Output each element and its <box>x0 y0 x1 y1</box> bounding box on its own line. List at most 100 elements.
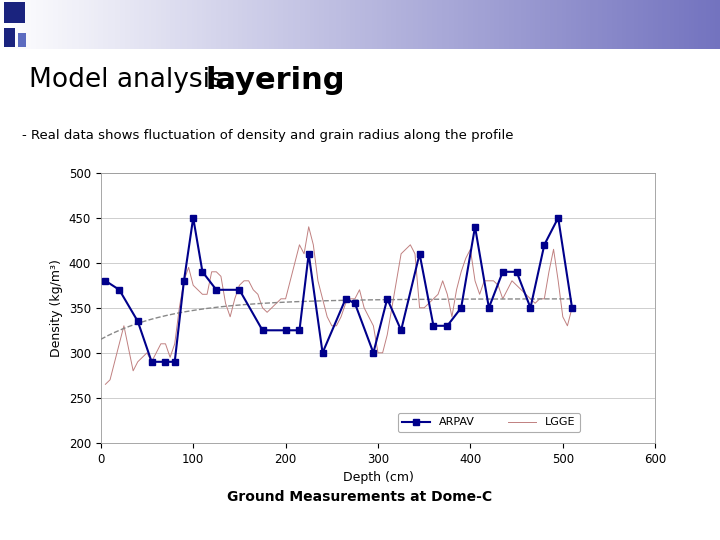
Bar <box>137 0 139 49</box>
Bar <box>178 0 180 49</box>
Bar <box>506 0 509 49</box>
Bar <box>693 0 696 49</box>
Bar <box>218 0 221 49</box>
Bar <box>574 0 576 49</box>
Bar <box>22 0 24 49</box>
Bar <box>495 0 497 49</box>
Bar <box>209 0 211 49</box>
Bar <box>487 0 490 49</box>
Bar <box>189 0 192 49</box>
Bar <box>600 0 603 49</box>
Bar <box>182 0 185 49</box>
Bar <box>144 0 146 49</box>
Bar <box>135 0 137 49</box>
Bar <box>142 0 144 49</box>
Bar <box>480 0 482 49</box>
Bar <box>17 33 26 46</box>
Bar <box>31 0 34 49</box>
Bar <box>423 0 425 49</box>
Text: Ground Measurements at Dome-C: Ground Measurements at Dome-C <box>228 490 492 504</box>
Bar <box>346 0 348 49</box>
Bar <box>9 0 12 49</box>
Bar <box>274 0 276 49</box>
Bar <box>36 0 38 49</box>
Bar <box>355 0 358 49</box>
Bar <box>312 0 315 49</box>
Bar <box>593 0 595 49</box>
Bar <box>358 0 360 49</box>
Bar <box>70 0 72 49</box>
Bar <box>214 0 216 49</box>
Bar <box>437 0 439 49</box>
Bar <box>499 0 502 49</box>
Bar <box>259 0 261 49</box>
Bar <box>396 0 398 49</box>
Bar <box>701 0 703 49</box>
Bar <box>432 0 434 49</box>
Bar <box>125 0 127 49</box>
Bar <box>254 0 257 49</box>
Bar <box>343 0 346 49</box>
Bar <box>389 0 391 49</box>
Bar <box>247 0 250 49</box>
Bar <box>91 0 94 49</box>
Bar <box>684 0 686 49</box>
Bar <box>636 0 639 49</box>
Bar <box>571 0 574 49</box>
Bar <box>434 0 437 49</box>
Bar <box>451 0 454 49</box>
Bar <box>351 0 353 49</box>
Text: layering: layering <box>205 66 345 94</box>
Bar <box>718 0 720 49</box>
Bar <box>706 0 708 49</box>
Bar <box>310 0 312 49</box>
Bar <box>598 0 600 49</box>
Bar <box>86 0 89 49</box>
Bar <box>475 0 477 49</box>
Bar <box>307 0 310 49</box>
Bar <box>50 0 53 49</box>
Bar <box>266 0 269 49</box>
Bar <box>427 0 430 49</box>
Bar <box>103 0 106 49</box>
Bar <box>60 0 63 49</box>
Bar <box>281 0 283 49</box>
Bar <box>319 0 322 49</box>
Bar <box>106 0 108 49</box>
Bar <box>338 0 341 49</box>
Bar <box>655 0 657 49</box>
Bar <box>341 0 343 49</box>
Bar <box>300 0 302 49</box>
Bar <box>408 0 410 49</box>
Bar <box>588 0 590 49</box>
Bar <box>511 0 513 49</box>
Bar <box>269 0 271 49</box>
Bar <box>194 0 197 49</box>
Bar <box>610 0 612 49</box>
Bar <box>163 0 166 49</box>
Bar <box>581 0 583 49</box>
Bar <box>65 0 67 49</box>
Bar <box>698 0 701 49</box>
Bar <box>353 0 355 49</box>
Bar <box>223 0 225 49</box>
Bar <box>216 0 218 49</box>
Bar <box>477 0 480 49</box>
Bar <box>243 0 245 49</box>
Bar <box>516 0 518 49</box>
Bar <box>372 0 374 49</box>
Bar <box>55 0 58 49</box>
Bar <box>7 0 9 49</box>
Bar <box>367 0 369 49</box>
Bar <box>557 0 559 49</box>
Bar <box>401 0 403 49</box>
Bar <box>398 0 401 49</box>
Bar <box>79 0 81 49</box>
Bar <box>621 0 624 49</box>
Bar <box>271 0 274 49</box>
Bar <box>634 0 636 49</box>
Bar <box>703 0 706 49</box>
Bar <box>202 0 204 49</box>
Bar <box>624 0 626 49</box>
Bar <box>48 0 50 49</box>
